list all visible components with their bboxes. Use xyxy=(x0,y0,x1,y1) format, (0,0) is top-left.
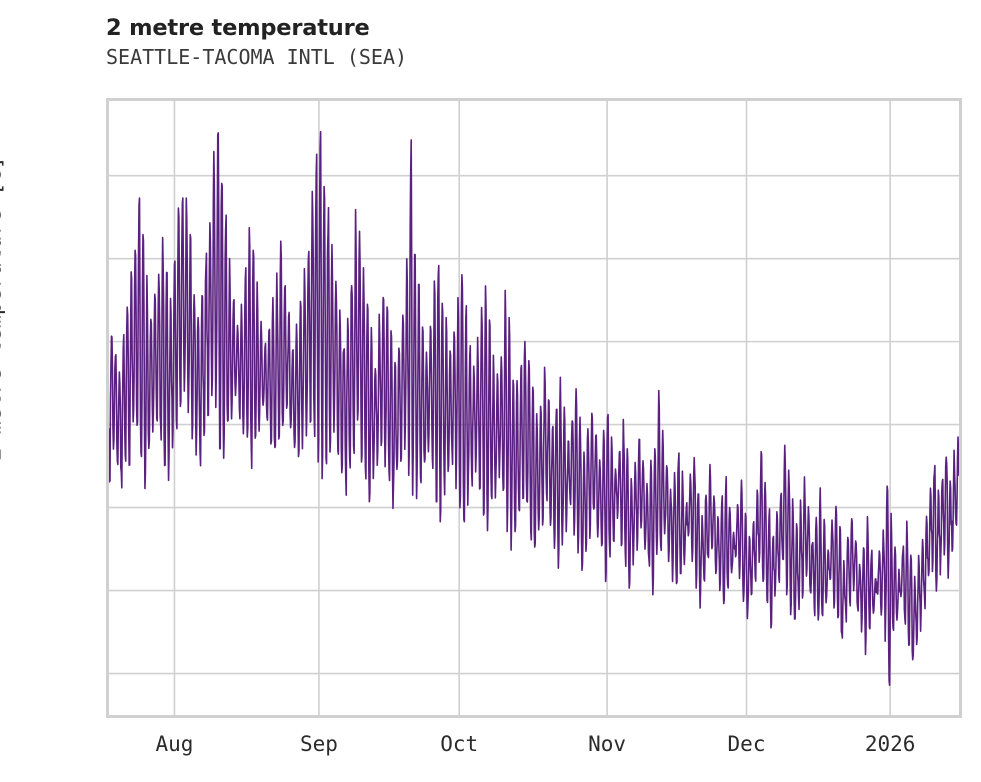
y-axis-label: 2 metre temperature [C] xyxy=(0,156,7,461)
chart-subtitle: SEATTLE-TACOMA INTL (SEA) xyxy=(106,45,408,69)
data-series-group xyxy=(109,130,959,687)
x-tick-label: Oct xyxy=(440,732,479,756)
title-block: 2 metre temperature SEATTLE-TACOMA INTL … xyxy=(106,14,966,70)
x-tick-label: Dec xyxy=(727,732,766,756)
data-series-line xyxy=(109,130,959,687)
x-tick-label: Sep xyxy=(299,732,338,756)
page-title: 2 metre temperature xyxy=(106,15,370,41)
x-tick-label: Nov xyxy=(588,732,627,756)
x-tick-label: 2026 xyxy=(864,732,916,756)
chart-canvas xyxy=(109,101,959,715)
x-tick-label: Aug xyxy=(155,732,194,756)
plot-area xyxy=(106,98,962,718)
